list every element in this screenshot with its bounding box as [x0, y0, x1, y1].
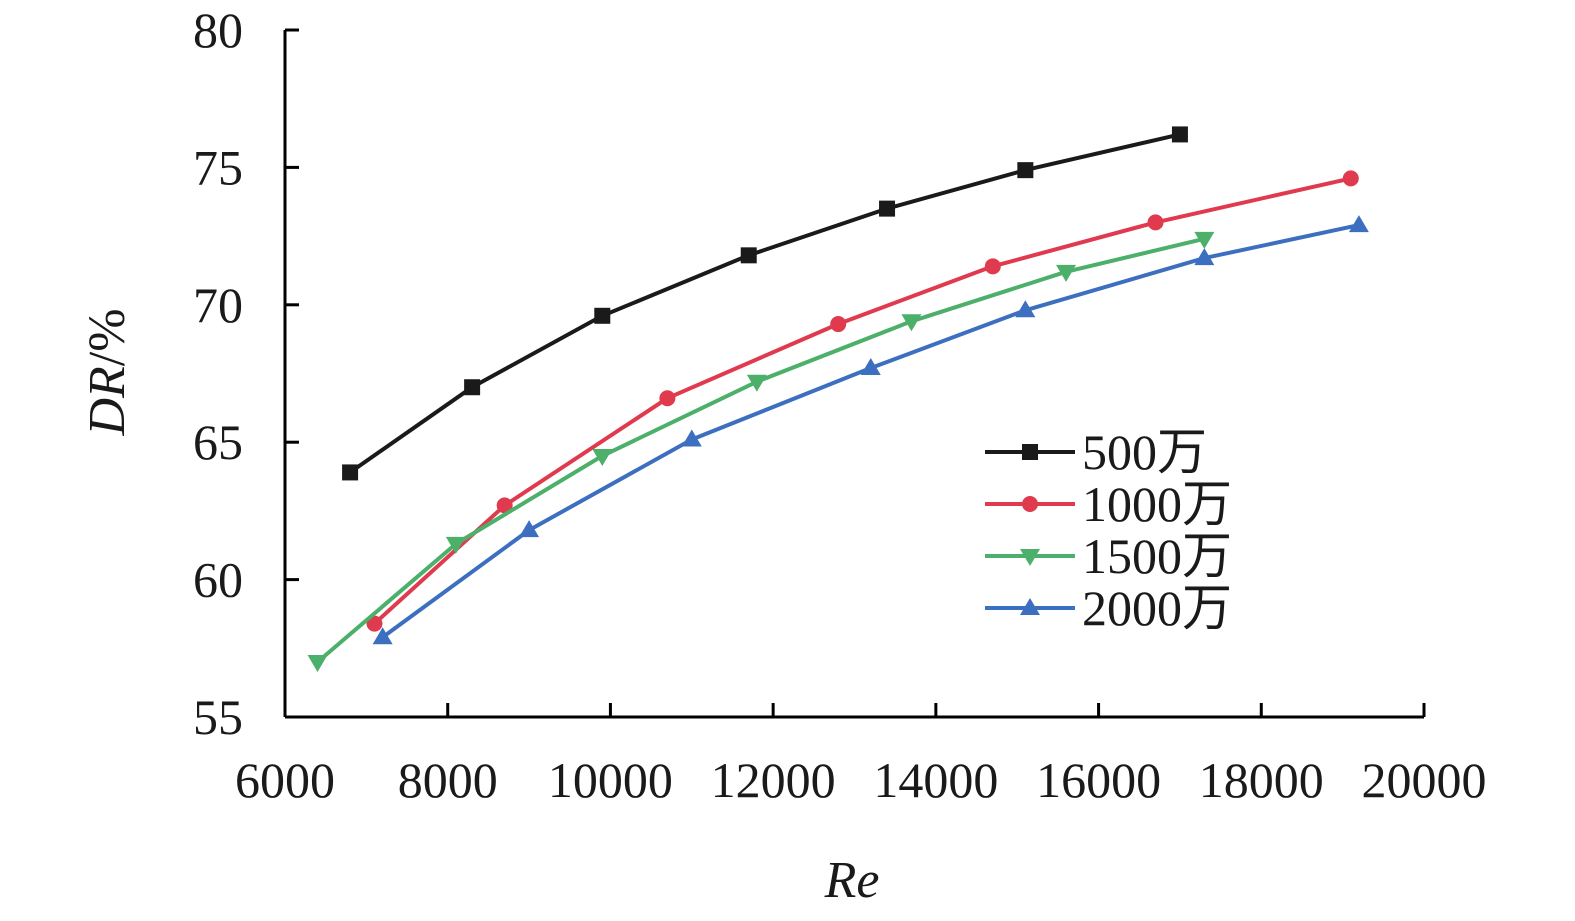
- series-4: [372, 215, 1369, 645]
- legend-label: 500万: [1082, 424, 1207, 480]
- series-2: [366, 170, 1359, 632]
- legend-label: 2000万: [1082, 580, 1232, 636]
- legend-item: 2000万: [985, 580, 1232, 636]
- legend-marker: [1020, 598, 1040, 615]
- x-tick-label: 16000: [1036, 752, 1161, 808]
- data-point: [830, 316, 847, 333]
- x-axis-title: Re: [824, 852, 880, 909]
- data-point: [901, 314, 922, 332]
- data-point: [1147, 214, 1164, 231]
- x-tick-label: 6000: [235, 752, 335, 808]
- data-point: [746, 374, 767, 392]
- series-layer: [307, 126, 1369, 673]
- legend-item: 1500万: [985, 528, 1232, 584]
- y-axis-title: DR/%: [79, 308, 136, 436]
- data-point: [860, 358, 881, 376]
- data-point: [307, 655, 328, 673]
- data-point: [1194, 248, 1215, 266]
- y-ticks: 55 60 65 70 75 80: [193, 2, 299, 745]
- legend-label: 1000万: [1082, 476, 1232, 532]
- data-point: [519, 520, 540, 538]
- data-point: [366, 615, 383, 632]
- legend-label: 1500万: [1082, 528, 1232, 584]
- legend-marker: [1022, 496, 1038, 512]
- x-tick-label: 14000: [873, 752, 998, 808]
- x-tick-label: 18000: [1199, 752, 1324, 808]
- x-tick-label: 8000: [398, 752, 498, 808]
- y-tick-label: 70: [193, 277, 243, 333]
- data-point: [445, 536, 466, 554]
- data-point: [681, 429, 702, 447]
- data-point: [464, 379, 481, 396]
- legend-marker: [1020, 549, 1040, 566]
- series-1: [342, 126, 1188, 481]
- data-point: [1056, 264, 1077, 282]
- data-point: [1171, 126, 1188, 143]
- legend-marker: [1022, 444, 1038, 460]
- data-point: [594, 307, 611, 324]
- x-tick-label: 20000: [1362, 752, 1487, 808]
- data-point: [342, 464, 359, 481]
- y-tick-label: 60: [193, 552, 243, 608]
- data-point: [1017, 162, 1034, 179]
- data-point: [1348, 215, 1369, 233]
- y-tick-label: 75: [193, 139, 243, 195]
- data-point: [372, 627, 393, 645]
- data-point: [1342, 170, 1359, 187]
- y-tick-label: 80: [193, 2, 243, 58]
- data-point: [496, 497, 513, 514]
- y-tick-label: 55: [193, 689, 243, 745]
- data-point: [659, 390, 676, 407]
- legend-item: 1000万: [985, 476, 1232, 532]
- series-3: [307, 231, 1215, 673]
- x-ticks: 6000 8000 10000 12000 14000 16000 18000 20000: [235, 703, 1487, 808]
- y-axis-title-variable: DR: [79, 366, 136, 436]
- x-tick-label: 10000: [548, 752, 673, 808]
- y-tick-label: 65: [193, 414, 243, 470]
- data-point: [740, 247, 757, 264]
- x-tick-label: 12000: [711, 752, 836, 808]
- axes: [283, 30, 1424, 719]
- data-point: [1015, 300, 1036, 318]
- data-point: [984, 258, 1001, 275]
- data-point: [1194, 231, 1215, 249]
- legend-item: 500万: [985, 424, 1207, 480]
- data-point: [592, 448, 613, 466]
- y-axis-title-unit: /%: [79, 308, 136, 366]
- data-point: [879, 200, 896, 217]
